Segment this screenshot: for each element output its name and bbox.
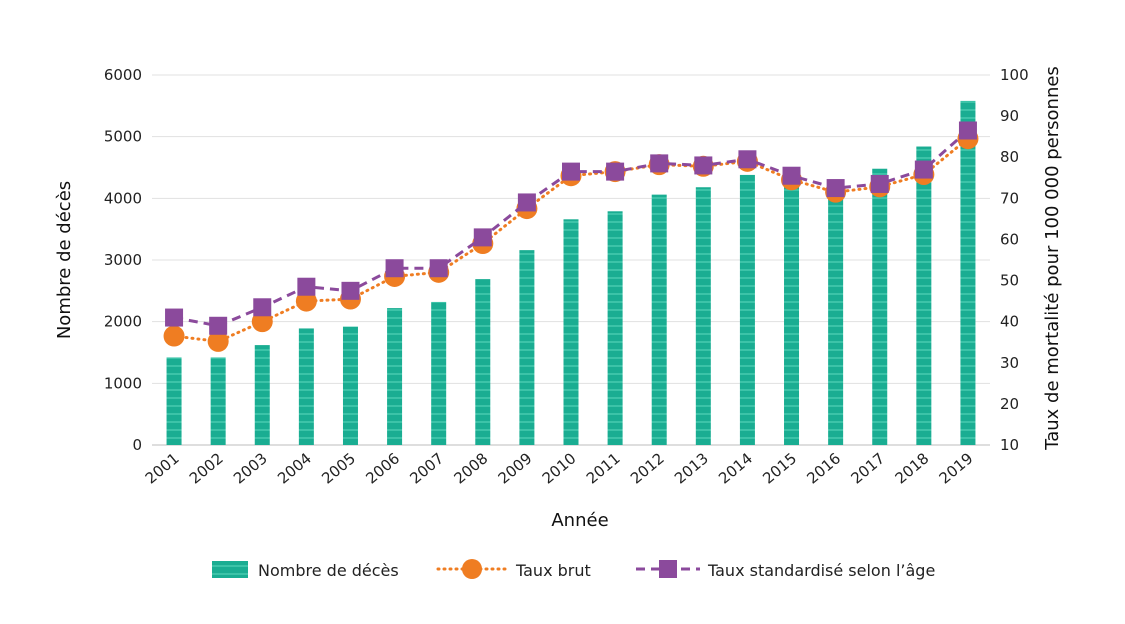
point-square <box>517 193 536 212</box>
bar <box>342 326 358 445</box>
point-square <box>165 308 184 327</box>
bar <box>563 219 579 445</box>
point-square <box>429 259 448 278</box>
x-tick-label: 2005 <box>318 449 359 487</box>
bar <box>387 308 403 445</box>
x-tick-label: 2003 <box>230 449 271 487</box>
point-square <box>826 179 845 198</box>
point-square <box>562 162 580 181</box>
y-axis-right-title: Taux de mortalité pour 100 000 personnes <box>1042 66 1063 451</box>
x-tick-label: 2007 <box>406 449 447 487</box>
y-right-tick-label: 10 <box>1000 436 1019 454</box>
bar <box>739 174 755 445</box>
point-circle <box>163 325 185 347</box>
legend-label-crude-rate: Taux brut <box>515 561 591 580</box>
x-tick-label: 2018 <box>892 449 933 487</box>
legend-swatch-bars <box>212 561 248 578</box>
point-square <box>782 166 801 185</box>
legend-item-bars: Nombre de décès <box>212 561 399 580</box>
bar <box>431 301 447 445</box>
y-left-tick-label: 5000 <box>104 128 142 146</box>
x-tick-label: 2010 <box>539 449 580 487</box>
point-square <box>606 162 625 181</box>
point-square <box>738 150 757 169</box>
point-square <box>694 156 713 175</box>
y-right-tick-label: 40 <box>1000 313 1019 331</box>
y-right-tick-label: 70 <box>1000 189 1019 207</box>
y-axis-left-title: Nombre de décès <box>54 181 75 339</box>
bar <box>784 184 800 445</box>
x-tick-label: 2004 <box>274 449 315 487</box>
bar <box>872 168 888 445</box>
y-right-tick-label: 90 <box>1000 107 1019 125</box>
bar <box>166 357 182 445</box>
legend-item-crude-rate: Taux brut <box>436 559 591 580</box>
x-tick-label: 2019 <box>936 449 977 487</box>
x-tick-label: 2016 <box>803 449 844 487</box>
y-left-tick-label: 2000 <box>104 313 142 331</box>
y-left-tick-label: 4000 <box>104 189 142 207</box>
y-left-tick-label: 6000 <box>104 66 142 84</box>
x-tick-label: 2002 <box>186 449 227 487</box>
bar <box>695 187 711 445</box>
y-right-tick-label: 30 <box>1000 354 1019 372</box>
bar <box>298 328 314 445</box>
bar <box>607 211 623 445</box>
point-circle <box>251 311 273 333</box>
y-right-tick-label: 60 <box>1000 230 1019 248</box>
point-square <box>473 228 492 247</box>
bar <box>475 279 491 445</box>
y-right-tick-label: 100 <box>1000 66 1029 84</box>
point-square <box>914 160 933 179</box>
legend-marker-square <box>659 560 677 578</box>
legend: Nombre de décès Taux brut Taux standardi… <box>212 559 935 580</box>
point-square <box>209 316 228 335</box>
bar <box>651 194 667 445</box>
x-tick-label: 2014 <box>715 449 756 487</box>
x-tick-label: 2009 <box>495 449 536 487</box>
bar <box>519 250 535 445</box>
bar <box>916 146 932 446</box>
y-left-tick-label: 3000 <box>104 251 142 269</box>
point-square <box>341 281 360 300</box>
y-right-tick-label: 80 <box>1000 148 1019 166</box>
point-square <box>297 277 316 296</box>
point-circle <box>207 330 229 352</box>
y-right-tick-label: 20 <box>1000 395 1019 413</box>
x-tick-label: 2006 <box>362 449 403 487</box>
bar <box>254 345 270 445</box>
point-square <box>385 259 404 278</box>
point-square <box>253 298 272 317</box>
x-tick-label: 2015 <box>759 449 800 487</box>
line-series <box>163 121 979 352</box>
y-left-tick-label: 1000 <box>104 374 142 392</box>
y-right-tick-label: 50 <box>1000 272 1019 290</box>
point-square <box>958 121 977 140</box>
x-axis-title: Année <box>551 510 608 531</box>
x-tick-label: 2017 <box>847 449 888 487</box>
point-square <box>870 174 889 193</box>
legend-item-standardized-rate: Taux standardisé selon l’âge <box>636 560 935 580</box>
bar <box>960 100 976 446</box>
bar <box>828 192 844 445</box>
x-tick-label: 2001 <box>142 449 183 487</box>
legend-marker-circle <box>462 559 482 579</box>
point-square <box>650 154 669 173</box>
x-tick-label: 2013 <box>671 449 712 487</box>
x-tick-label: 2008 <box>451 449 492 487</box>
x-tick-label: 2011 <box>583 449 624 487</box>
bar-series <box>166 100 976 446</box>
y-left-tick-label: 0 <box>132 436 142 454</box>
bar <box>210 357 226 445</box>
point-circle <box>295 290 317 312</box>
legend-label-standardized-rate: Taux standardisé selon l’âge <box>707 561 935 580</box>
x-tick-label: 2012 <box>627 449 668 487</box>
legend-label-bars: Nombre de décès <box>258 561 399 580</box>
